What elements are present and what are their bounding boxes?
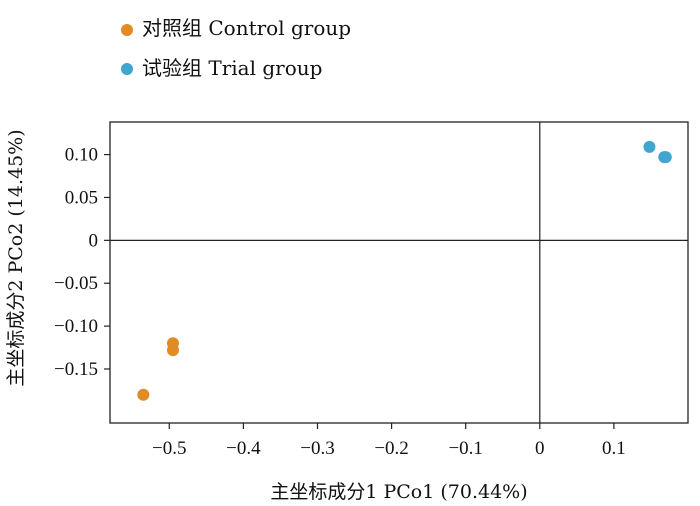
legend-marker-control	[121, 24, 133, 36]
x-tick-label: −0.1	[448, 438, 482, 459]
x-tick-label: −0.4	[226, 438, 261, 459]
data-points	[137, 140, 672, 401]
zero-lines	[110, 122, 688, 423]
x-tick-label: −0.5	[152, 438, 186, 459]
legend-label-trial: 试验组 Trial group	[142, 56, 322, 80]
control-group-point	[166, 344, 179, 357]
y-tick-label: −0.15	[54, 359, 98, 380]
y-axis-ticks: 0.10 0.05 0 −0.05 −0.10 −0.15	[54, 145, 110, 380]
y-axis-title: 主坐标成分2 PCo2 (14.45%)	[5, 129, 27, 386]
x-tick-label: 0	[535, 438, 545, 459]
x-axis-title: 主坐标成分1 PCo1 (70.44%)	[270, 481, 527, 503]
legend-label-control: 对照组 Control group	[142, 16, 351, 40]
control-group-point	[137, 388, 150, 401]
x-tick-label: 0.1	[602, 438, 626, 459]
trial-group-point	[643, 140, 656, 153]
legend: 对照组 Control group 试验组 Trial group	[121, 16, 351, 80]
legend-marker-trial	[121, 63, 133, 75]
y-tick-label: 0.10	[65, 145, 98, 166]
x-tick-label: −0.3	[300, 438, 334, 459]
y-tick-label: −0.10	[54, 316, 98, 337]
plot-area-frame	[109, 121, 689, 424]
x-tick-label: −0.2	[374, 438, 408, 459]
x-axis-ticks: −0.5 −0.4 −0.3 −0.2 −0.1 0 0.1	[152, 423, 626, 459]
y-tick-label: 0.05	[65, 187, 98, 208]
y-tick-label: 0	[89, 230, 99, 251]
trial-group-point	[659, 151, 672, 164]
y-tick-label: −0.05	[54, 273, 98, 294]
